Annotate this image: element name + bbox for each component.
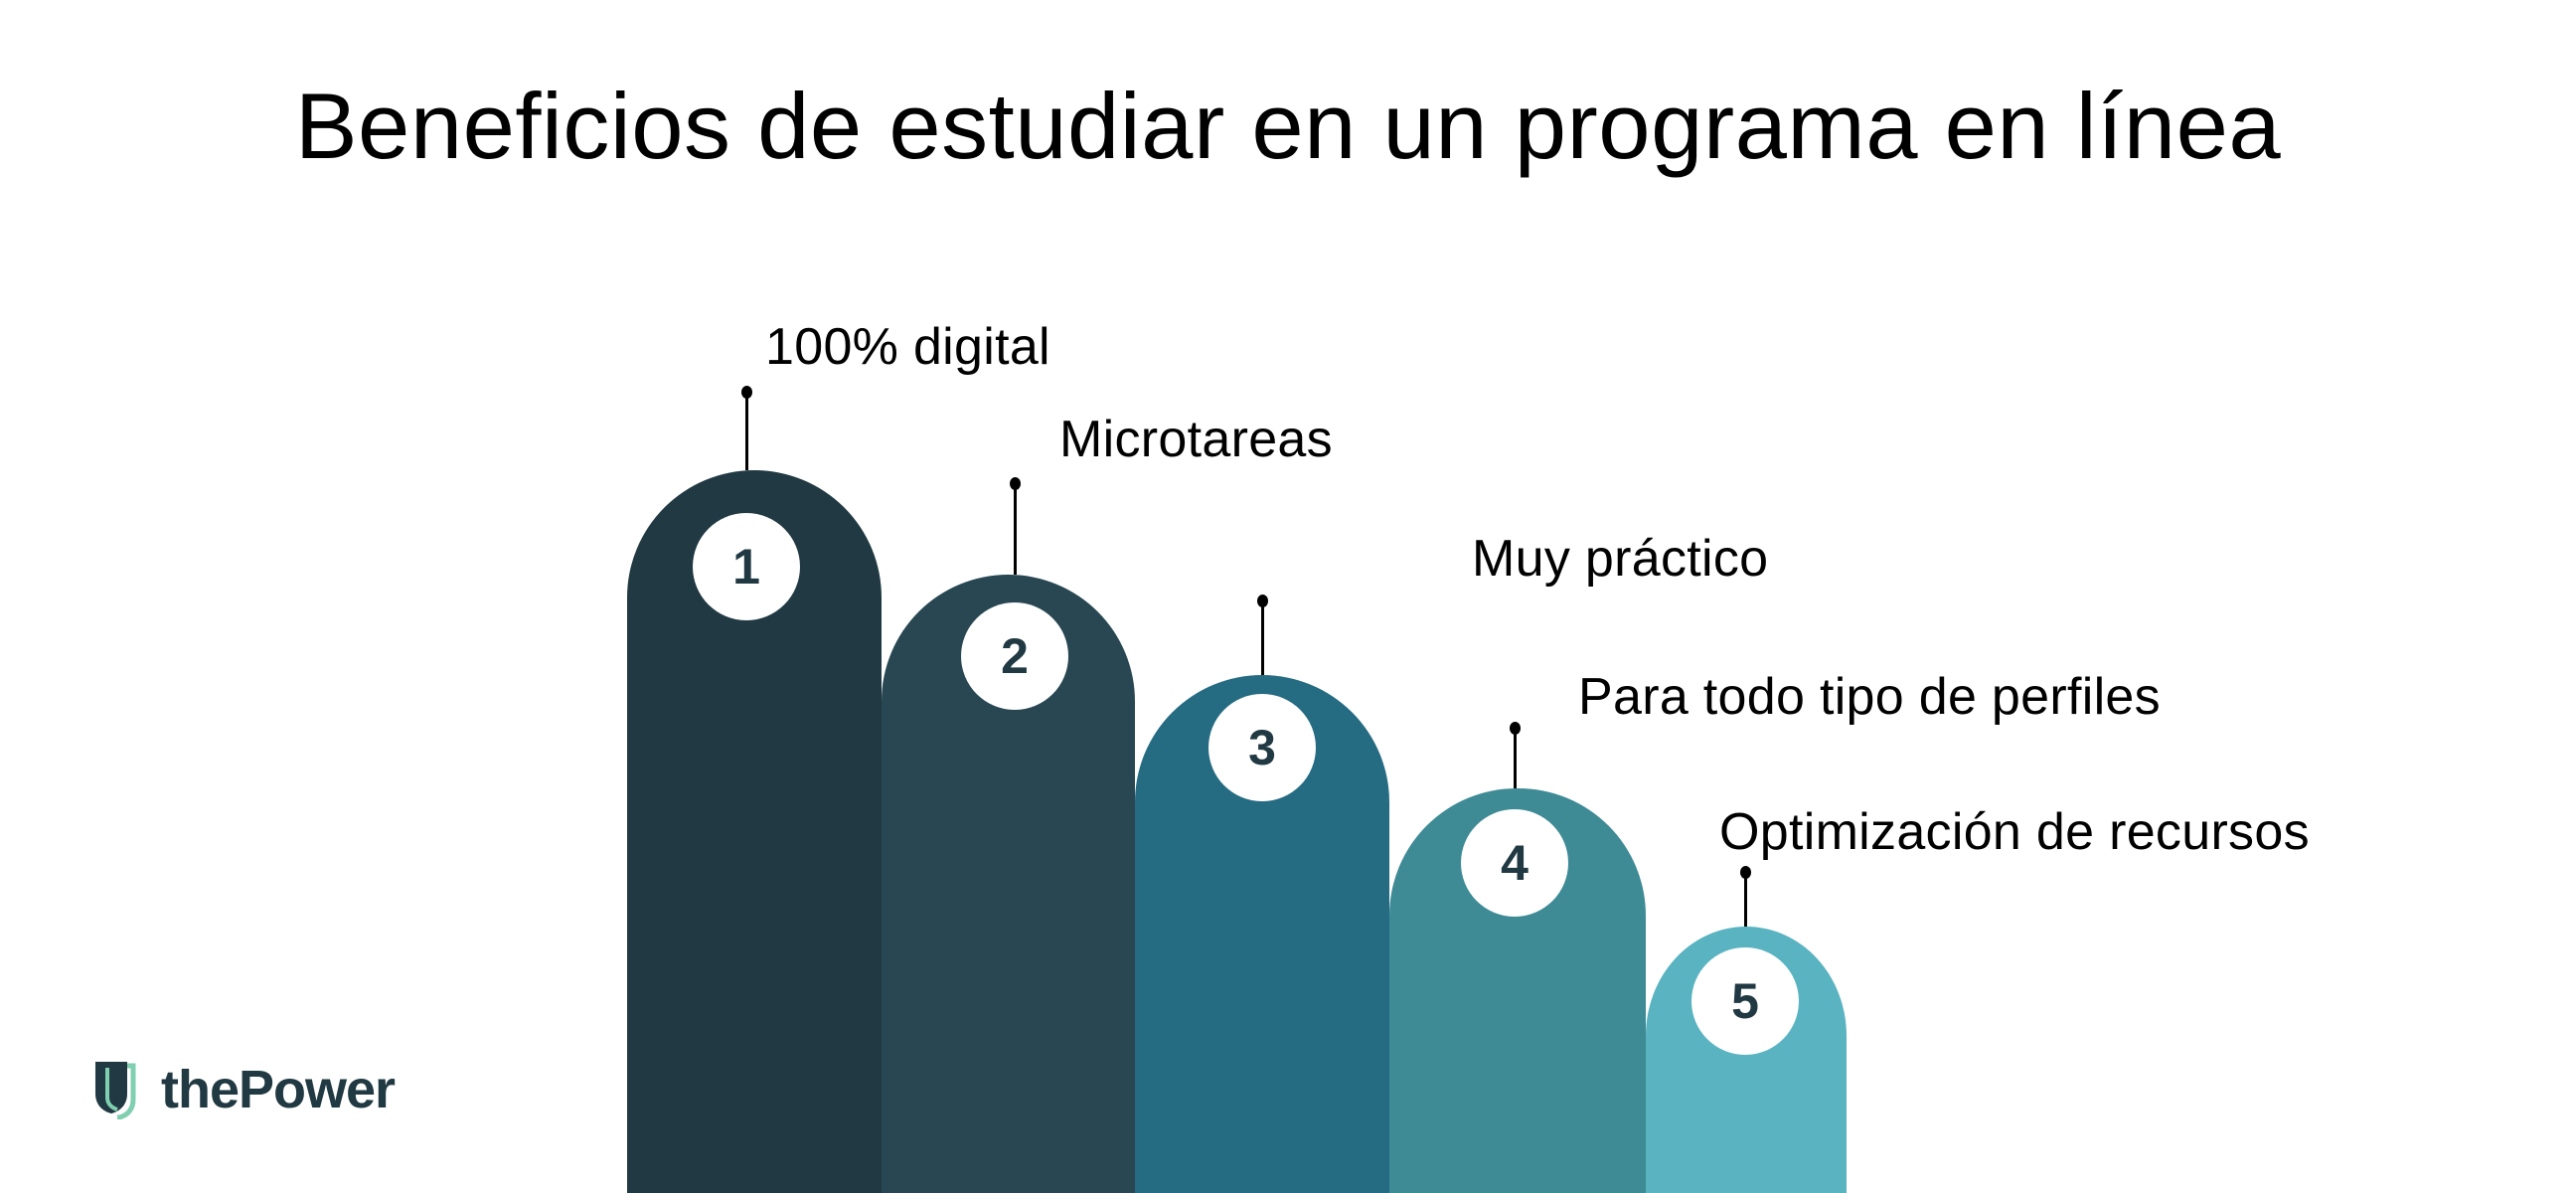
step-number-badge-2: 2 — [961, 602, 1068, 710]
step-label-5: Optimización de recursos — [1719, 803, 2310, 861]
connector-dot-4 — [1510, 722, 1521, 735]
brand-name: thePower — [161, 1060, 396, 1119]
connector-line-4 — [1514, 728, 1517, 788]
step-number: 3 — [1248, 720, 1276, 775]
step-number: 4 — [1501, 835, 1529, 891]
step-label-1: 100% digital — [765, 318, 1050, 376]
connector-dot-2 — [1010, 477, 1021, 490]
step-label-2: Microtareas — [1059, 411, 1333, 468]
step-number-badge-4: 4 — [1461, 809, 1568, 917]
connector-line-2 — [1014, 483, 1017, 575]
step-number-badge-5: 5 — [1691, 947, 1799, 1055]
step-number: 5 — [1731, 973, 1759, 1029]
connector-line-3 — [1261, 600, 1264, 675]
step-number: 2 — [1001, 628, 1029, 684]
connector-dot-1 — [741, 386, 752, 399]
step-number-badge-1: 1 — [693, 513, 800, 620]
step-label-4: Para todo tipo de perfiles — [1578, 668, 2161, 726]
connector-dot-5 — [1740, 866, 1751, 879]
step-number-badge-3: 3 — [1208, 694, 1316, 801]
connector-dot-3 — [1257, 595, 1268, 607]
connector-line-5 — [1744, 872, 1747, 927]
brand-logo: thePower — [93, 1060, 396, 1119]
page-title: Beneficios de estudiar en un programa en… — [294, 74, 2282, 178]
connector-line-1 — [745, 392, 748, 470]
step-number: 1 — [732, 539, 760, 595]
step-label-3: Muy práctico — [1472, 530, 1769, 588]
shield-icon — [95, 1062, 136, 1119]
